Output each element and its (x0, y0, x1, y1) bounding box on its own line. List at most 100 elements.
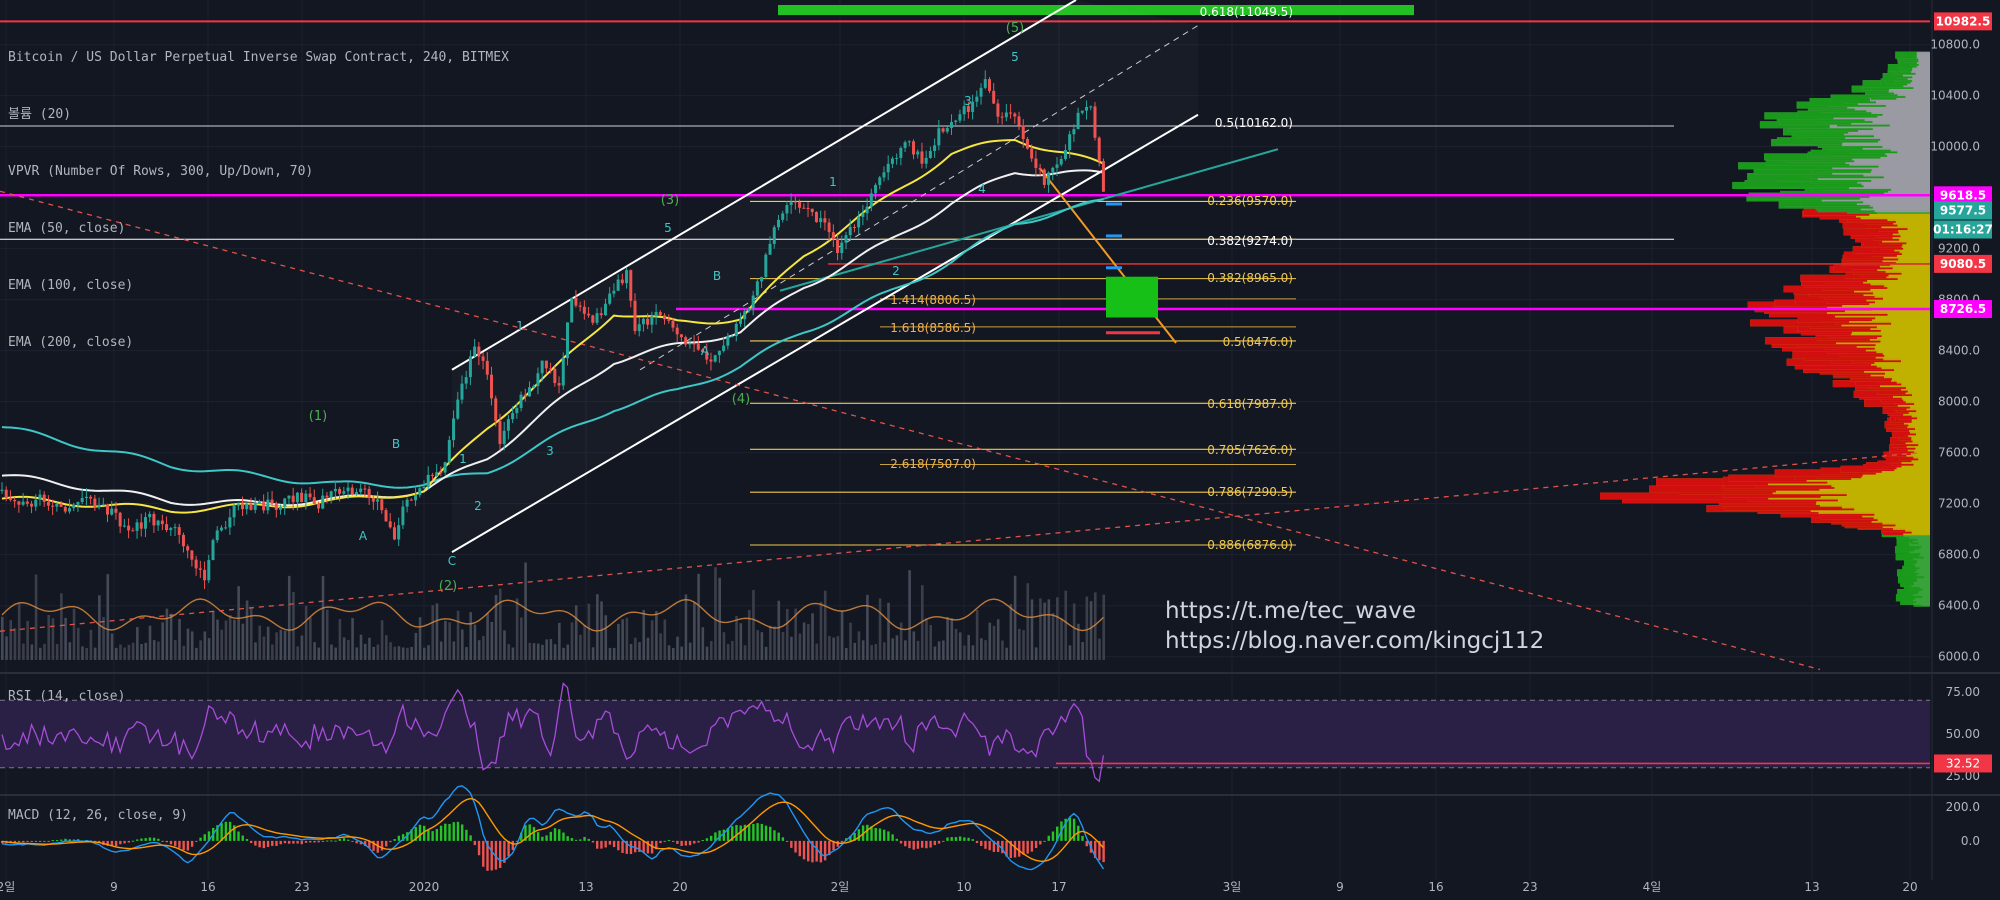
macd-histogram-bar (663, 840, 666, 842)
macd-legend[interactable]: MACD (12, 26, close, 9) (8, 808, 189, 823)
ema-lines (1, 138, 1104, 514)
volume-bar (760, 632, 764, 660)
legend-ema50[interactable]: EMA (50, close) (8, 221, 126, 236)
price-marker-label: 9618.5 (1940, 188, 1986, 202)
volume-bar (292, 591, 295, 660)
legend-ema200[interactable]: EMA (200, close) (8, 335, 134, 350)
volume-bar (5, 636, 8, 660)
volume-bar (245, 600, 249, 660)
volume-bar (161, 622, 164, 660)
volume-bar (524, 562, 527, 660)
volume-bar (1068, 645, 1072, 660)
candle-body (810, 208, 814, 213)
symbol-title[interactable]: Bitcoin / US Dollar Perpetual Inverse Sw… (8, 50, 509, 65)
volume-bar (119, 644, 122, 660)
volume-bar (347, 639, 350, 660)
rsi-value-tag (1934, 754, 1992, 773)
candle-body (684, 337, 688, 345)
volume-bar (891, 638, 895, 660)
volume-bar (136, 627, 139, 660)
candle-body (414, 495, 418, 501)
legend-volume[interactable]: 볼륨 (20) (8, 107, 72, 122)
vpvr-row-part (1753, 167, 1833, 175)
candle-body (165, 524, 169, 531)
price-marker-tag (1934, 300, 1992, 319)
time-axis[interactable]: 2일 9 16 23 2020 13 20 2일 10 17 3일 9 16 23 4일 13 20 (0, 880, 1918, 894)
volume-bar (579, 634, 582, 660)
macd-histogram-bar (292, 840, 295, 844)
time-tick-label: 10 (956, 880, 971, 894)
volume-bar (596, 594, 599, 660)
macd-histogram-bar (671, 840, 675, 842)
price-marker-tag (1934, 12, 1992, 31)
legend-ema100[interactable]: EMA (100, close) (8, 278, 134, 293)
volume-bar (148, 625, 152, 660)
macd-histogram-bar (916, 840, 920, 849)
macd-histogram-bar (718, 830, 721, 841)
volume-bar (43, 643, 46, 660)
macd-histogram-bar (431, 831, 434, 841)
price-tick-label: 7600.0 (1938, 446, 1980, 460)
macd-histogram-bar (26, 840, 29, 842)
volume-bar (1005, 647, 1008, 660)
vpvr-row-part (1842, 221, 1882, 229)
telegram-link[interactable]: https://t.me/tec_wave (1165, 598, 1417, 624)
volume-bar (731, 641, 734, 660)
macd-histogram-bar (722, 829, 726, 841)
macd-histogram-bar (895, 838, 899, 841)
volume-bar (304, 605, 308, 660)
macd-histogram-bar (148, 837, 152, 841)
volume-bar (777, 600, 781, 660)
macd-histogram-bar (494, 840, 498, 870)
volume-bar (199, 640, 202, 660)
candle-body (279, 506, 283, 510)
volume-bar (895, 635, 899, 660)
candle-body (329, 491, 333, 498)
candle-body (933, 145, 937, 152)
candle-body (747, 308, 751, 312)
volume-bar (709, 641, 713, 660)
vpvr-row-part (1779, 117, 1852, 125)
price-tick-label: 8000.0 (1938, 395, 1980, 409)
macd-histogram-bar (946, 837, 949, 841)
price-marker-label: 9080.5 (1940, 257, 1986, 271)
macd-histogram-bar (1072, 818, 1076, 841)
macd-histogram-bar (216, 825, 219, 841)
vpvr-row-part (1783, 285, 1855, 293)
macd-histogram-bar (958, 836, 962, 841)
candle-body (701, 349, 705, 353)
macd-histogram-bar (1009, 840, 1012, 859)
macd-histogram-bar (980, 840, 983, 846)
candle-body (739, 319, 742, 324)
volume-bar (946, 616, 949, 660)
volume-bar (532, 643, 536, 660)
time-tick-label: 13 (578, 880, 593, 894)
macd-histogram-bar (283, 840, 287, 844)
candle-body (460, 383, 464, 400)
candle-body (996, 103, 1000, 117)
volume-bar (1060, 618, 1063, 660)
blog-link[interactable]: https://blog.naver.com/kingcj112 (1165, 628, 1545, 654)
volume-bar (650, 620, 654, 660)
time-tick-label: 16 (1428, 880, 1443, 894)
wave-label: 1 (516, 319, 524, 333)
volume-bar (570, 622, 574, 660)
macd-histogram-bar (836, 840, 839, 847)
candle-body (80, 497, 84, 503)
volume-bar (904, 640, 907, 660)
legend-vpvr[interactable]: VPVR (Number Of Rows, 300, Up/Down, 70) (8, 164, 314, 179)
macd-histogram-bar (967, 837, 970, 841)
candle-body (190, 550, 194, 560)
fib-label: 0.786(7290.5) (1207, 485, 1293, 499)
rsi-legend[interactable]: RSI (14, close) (8, 689, 126, 704)
price-axis[interactable]: 10800.010400.010000.09600.09200.08800.08… (1930, 12, 1993, 848)
macd-histogram-bar (920, 840, 924, 848)
candle-body (941, 128, 945, 132)
vpvr-row-part (1855, 235, 1883, 243)
price-tick-label: 6400.0 (1938, 599, 1980, 613)
macd-histogram-bar (912, 840, 915, 850)
volume-bar (397, 646, 401, 660)
volume-bar (617, 623, 620, 660)
macd-histogram-bar (389, 840, 392, 843)
